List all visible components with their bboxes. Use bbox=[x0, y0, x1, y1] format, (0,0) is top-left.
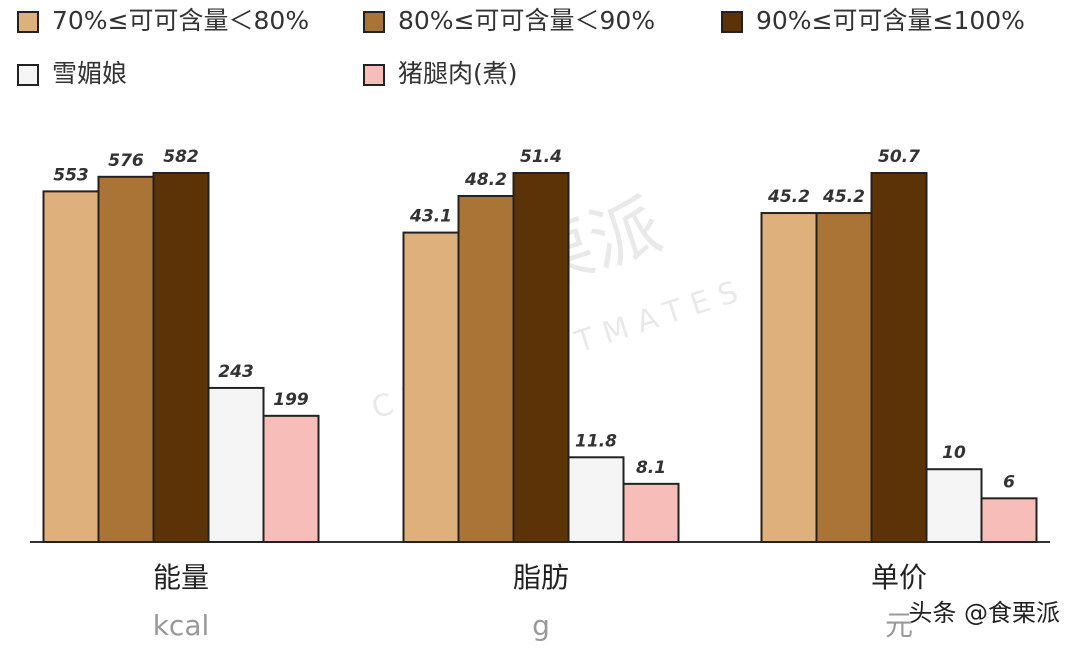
x-tick-label: 单价 bbox=[871, 561, 927, 594]
value-label: 48.2 bbox=[464, 170, 507, 190]
value-label: 553 bbox=[53, 165, 89, 185]
x-tick-label: 脂肪 bbox=[513, 561, 569, 594]
value-label: 11.8 bbox=[575, 431, 617, 451]
bar bbox=[152, 172, 210, 543]
value-label: 10 bbox=[942, 443, 966, 463]
value-label: 45.2 bbox=[767, 187, 810, 207]
bar bbox=[815, 212, 873, 544]
x-tick-label: 能量 bbox=[153, 561, 209, 594]
value-label: 50.7 bbox=[878, 147, 920, 167]
value-label: 43.1 bbox=[409, 207, 452, 227]
legend-label: 90%≤可可含量≤100% bbox=[756, 6, 1025, 35]
bar bbox=[980, 497, 1038, 543]
value-label: 8.1 bbox=[636, 458, 666, 478]
value-label: 6 bbox=[1003, 472, 1015, 492]
value-label: 243 bbox=[218, 362, 254, 382]
legend-label: 雪媚娘 bbox=[52, 59, 127, 88]
bar bbox=[760, 212, 818, 544]
value-label: 45.2 bbox=[822, 187, 865, 207]
bar bbox=[262, 414, 320, 543]
bar bbox=[402, 231, 460, 543]
bar bbox=[870, 172, 928, 543]
legend-label: 80%≤可可含量＜90% bbox=[398, 6, 655, 35]
legend-swatch bbox=[721, 11, 743, 33]
value-label: 582 bbox=[163, 147, 199, 167]
unit-label: 元 bbox=[885, 609, 913, 642]
unit-label: g bbox=[532, 609, 550, 642]
value-label: 199 bbox=[273, 390, 309, 410]
bar bbox=[207, 386, 265, 543]
unit-label: kcal bbox=[153, 609, 210, 642]
bar bbox=[42, 190, 100, 543]
value-label: 51.4 bbox=[520, 147, 562, 167]
bar bbox=[97, 175, 155, 543]
bar bbox=[622, 482, 680, 543]
legend-swatch bbox=[17, 64, 39, 86]
credit: 头条 @食栗派 bbox=[908, 599, 1060, 627]
bar bbox=[457, 194, 515, 544]
legend-label: 70%≤可可含量＜80% bbox=[52, 6, 309, 35]
legend-swatch bbox=[363, 64, 385, 86]
legend-label: 猪腿肉(煮) bbox=[398, 59, 518, 88]
bar bbox=[512, 172, 570, 543]
legend-swatch bbox=[363, 11, 385, 33]
bar bbox=[567, 456, 625, 543]
legend-swatch bbox=[17, 11, 39, 33]
bar bbox=[925, 468, 983, 543]
value-label: 576 bbox=[108, 151, 144, 171]
